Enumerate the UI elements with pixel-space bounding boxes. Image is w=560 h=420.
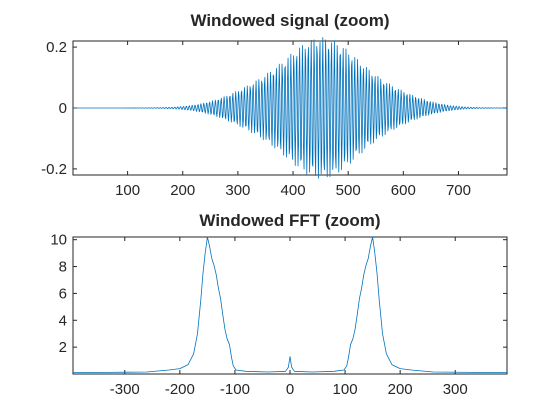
bottom-axes: Windowed FFT (zoom) -300 -200 -100 0 100 200 3… [50,211,507,398]
bottom-x-tick-label: -200 [165,381,195,398]
top-y-tick-label: -0.2 [41,161,67,178]
bottom-y-tick-label: 8 [59,259,67,276]
top-y-tick-label: 0.2 [46,39,67,56]
top-x-tick-label: 100 [115,182,140,199]
bottom-y-tick-label: 6 [59,285,67,302]
top-x-tick-label: 500 [336,182,361,199]
bottom-x-tick-label: 0 [286,381,294,398]
bottom-chart-title: Windowed FFT (zoom) [199,211,380,230]
bottom-x-tick-label: -100 [220,381,250,398]
top-x-tick-label: 200 [170,182,195,199]
bottom-y-tick-label: 2 [59,339,67,356]
top-axes: Windowed signal (zoom) 100 200 300 400 500 60… [41,11,507,199]
top-chart-title: Windowed signal (zoom) [190,11,389,30]
top-y-tick-label: 0 [59,100,67,117]
bottom-y-tick-label: 4 [59,312,67,329]
bottom-x-tick-label: 200 [388,381,413,398]
top-x-tick-label: 300 [225,182,250,199]
bottom-axes-box [73,237,507,374]
bottom-x-tick-label: -300 [110,381,140,398]
top-x-tick-label: 600 [391,182,416,199]
bottom-x-tick-label: 100 [333,381,358,398]
bottom-x-tick-label: 300 [443,381,468,398]
top-x-tick-label: 400 [281,182,306,199]
bottom-y-tick-label: 10 [50,232,67,249]
top-x-tick-label: 700 [446,182,471,199]
